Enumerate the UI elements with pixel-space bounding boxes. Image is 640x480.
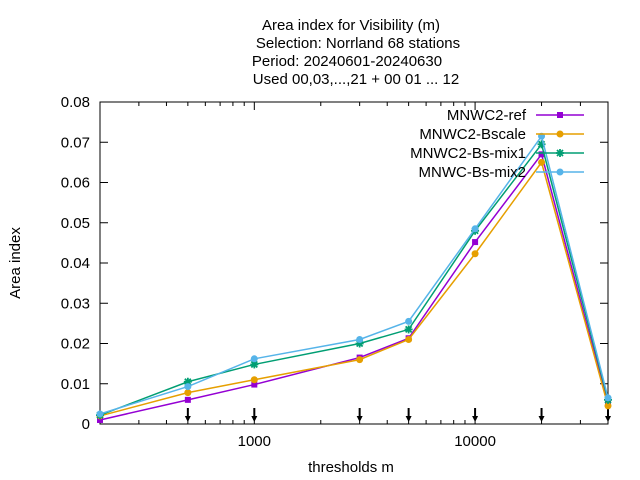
series-line — [99, 142, 609, 416]
legend-marker — [556, 168, 564, 176]
data-point — [472, 239, 479, 246]
y-tick-label: 0.06 — [61, 175, 90, 192]
series-3 — [96, 140, 612, 420]
y-tick-label: 0.05 — [61, 215, 90, 232]
legend-label: MNWC-Bs-mix2 — [419, 164, 526, 181]
series-2 — [96, 158, 612, 420]
legend-item-3: MNWC2-Bs-mix1 — [410, 145, 584, 162]
data-point — [604, 394, 612, 402]
data-point — [538, 151, 545, 158]
data-point — [250, 355, 258, 363]
x-tick-label: 1000 — [238, 433, 271, 450]
y-tick-label: 0.02 — [61, 336, 90, 353]
legend-label: MNWC2-ref — [447, 107, 527, 124]
legend: MNWC2-ref MNWC2-Bscale MNWC2-Bs-mix1 MNWC-B… — [410, 107, 584, 181]
threshold-arrow-head — [538, 416, 545, 422]
data-point — [184, 389, 192, 397]
data-point — [538, 158, 546, 166]
data-point — [97, 416, 103, 423]
title-line-1: Area index for Visibility (m) — [262, 17, 440, 34]
threshold-arrow-head — [472, 416, 479, 422]
data-point — [404, 325, 413, 334]
data-point — [604, 402, 612, 410]
data-point — [405, 317, 413, 325]
legend-label: MNWC2-Bs-mix1 — [410, 145, 526, 162]
data-point — [356, 335, 364, 343]
legend-label: MNWC2-Bscale — [419, 126, 526, 143]
x-tick-label: 10000 — [454, 433, 496, 450]
threshold-arrow-head — [356, 416, 363, 422]
y-axis-label: Area index — [7, 227, 24, 299]
y-tick-label: 0 — [82, 416, 90, 433]
x-axis-label: thresholds m — [308, 459, 394, 476]
marker-stroke — [250, 360, 258, 369]
y-tick-label: 0.07 — [61, 134, 90, 151]
title-line-3: Period: 20240601-20240630 — [252, 53, 442, 70]
legend-marker — [557, 112, 563, 118]
data-point — [250, 376, 258, 384]
axes: 0 0.01 0.02 0.03 0.04 0.05 0.06 0.07 0.08 1000 100… — [61, 94, 611, 450]
series-layer — [96, 132, 612, 423]
data-point — [405, 335, 413, 343]
series-1 — [97, 151, 611, 423]
threshold-arrow-head — [405, 416, 412, 422]
y-tick-label: 0.08 — [61, 94, 90, 111]
data-point — [251, 381, 258, 388]
chart-title: Area index for Visibility (m) Selection:… — [252, 17, 460, 88]
legend-marker — [556, 149, 564, 157]
marker-stroke — [404, 325, 413, 334]
y-tick-label: 0.01 — [61, 376, 90, 393]
data-point — [471, 225, 479, 233]
marker-stroke — [556, 149, 564, 157]
legend-marker — [556, 130, 564, 138]
title-line-2: Selection: Norrland 68 stations — [256, 35, 460, 52]
data-point — [471, 250, 479, 258]
threshold-arrow-head — [251, 416, 258, 422]
y-tick-label: 0.03 — [61, 295, 90, 312]
legend-item-4: MNWC-Bs-mix2 — [419, 164, 584, 181]
data-point — [184, 383, 192, 391]
legend-item-1: MNWC2-ref — [447, 107, 584, 124]
legend-item-2: MNWC2-Bscale — [419, 126, 584, 143]
y-tick-label: 0.04 — [61, 255, 90, 272]
data-point — [184, 396, 191, 403]
title-line-4: Used 00,03,...,21 + 00 01 ... 12 — [253, 71, 459, 88]
series-line — [99, 152, 609, 421]
threshold-arrow-head — [184, 416, 191, 422]
data-point — [96, 410, 104, 418]
series-line — [99, 160, 609, 417]
series-line — [99, 134, 609, 415]
threshold-arrow-head — [605, 416, 611, 422]
series-4 — [96, 132, 612, 418]
data-point — [356, 356, 364, 364]
